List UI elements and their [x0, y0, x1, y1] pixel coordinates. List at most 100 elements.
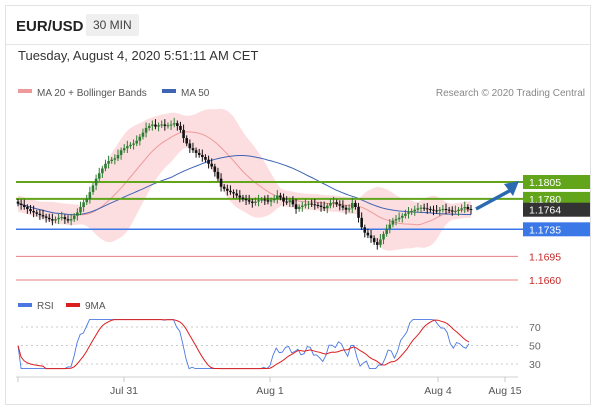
candle-body — [41, 215, 45, 217]
candle-body — [375, 242, 379, 245]
candle-body — [179, 125, 182, 130]
candle — [388, 219, 392, 234]
candle-body — [269, 200, 273, 202]
candle-body — [385, 228, 388, 235]
candle — [457, 207, 460, 216]
candle-body — [194, 150, 198, 153]
candle — [129, 142, 132, 149]
candle — [385, 224, 388, 237]
candle-body — [222, 186, 226, 189]
candle-body — [394, 219, 398, 221]
rsi-legend: RSI 9MA — [18, 301, 106, 312]
candle-body — [419, 207, 423, 209]
candle-body — [322, 207, 326, 209]
candle — [304, 198, 307, 209]
research-credit: Research © 2020 Trading Central — [436, 88, 585, 99]
candle-body — [260, 199, 263, 201]
candle — [26, 204, 29, 214]
candle-body — [429, 209, 432, 211]
candle-body — [432, 209, 435, 211]
candle-body — [254, 201, 257, 203]
forecast-arrow — [475, 181, 519, 211]
candle — [247, 194, 251, 205]
candle — [163, 119, 167, 131]
x-axis-ticks: Jul 31 Aug 1 Aug 4 Aug 15 — [17, 377, 522, 397]
candle — [113, 154, 117, 165]
candle-body — [57, 217, 60, 220]
candle — [126, 140, 129, 153]
candle-body — [219, 178, 223, 187]
candle-body — [319, 205, 323, 208]
candle — [32, 205, 35, 218]
level-label-1-1805: 1.1805 — [529, 177, 561, 189]
candle-body — [119, 150, 123, 155]
candle-body — [263, 199, 267, 201]
candle — [229, 185, 232, 195]
ma50-legend-swatch — [162, 89, 176, 93]
candle-body — [297, 207, 301, 210]
candle-body — [191, 148, 195, 151]
candle — [382, 231, 385, 245]
candle — [76, 208, 79, 221]
candle-body — [441, 209, 445, 211]
candle — [276, 190, 279, 204]
candle — [413, 205, 417, 216]
candle — [325, 202, 329, 214]
candle — [35, 209, 39, 217]
candle — [151, 120, 154, 131]
candle-body — [460, 208, 463, 210]
candle-body — [391, 220, 395, 225]
candle-body — [382, 234, 385, 240]
candle — [341, 200, 345, 211]
candle — [329, 198, 332, 209]
candle-body — [304, 204, 307, 206]
candle-body — [201, 154, 204, 157]
candle-body — [341, 205, 345, 208]
candle-body — [372, 238, 376, 243]
candle — [44, 213, 48, 223]
ma9-legend-swatch — [66, 303, 80, 307]
candle — [297, 204, 301, 212]
candle-body — [410, 211, 413, 213]
candle — [425, 202, 429, 214]
candle-body — [94, 178, 98, 186]
candle-body — [463, 207, 467, 209]
x-tick-label: Jul 31 — [110, 385, 138, 397]
bollinger-bands — [18, 108, 471, 251]
timeframe-badge[interactable]: 30 MIN — [86, 14, 139, 36]
candle-body — [16, 201, 20, 204]
candle-body — [241, 197, 245, 199]
candle — [316, 202, 320, 209]
level-label-bg-1-1735 — [523, 222, 590, 237]
candle — [204, 154, 207, 163]
rsi-gridlines: 70 50 30 — [21, 322, 541, 371]
candle-body — [116, 154, 120, 159]
candle — [429, 206, 432, 213]
candle-body — [154, 124, 157, 127]
candle — [219, 173, 223, 192]
candle — [60, 211, 64, 221]
rsi-ma-line — [17, 319, 470, 370]
candle — [235, 189, 238, 199]
candle — [291, 196, 295, 208]
candle — [179, 121, 182, 133]
candle — [216, 167, 220, 182]
candle — [319, 201, 323, 212]
candle-body — [182, 129, 185, 139]
candle — [391, 217, 395, 228]
candlesticks — [16, 117, 473, 250]
candle — [394, 215, 398, 226]
candle — [222, 184, 226, 192]
price-chart: MA 20 + Bollinger Bands MA 50 Research ©… — [16, 88, 590, 397]
candle — [160, 120, 164, 128]
forecast-arrow-shaft — [475, 188, 512, 211]
candle — [372, 235, 376, 245]
candle — [97, 167, 101, 182]
candle-body — [235, 193, 238, 196]
candle-body — [325, 205, 329, 209]
candle-body — [213, 166, 217, 172]
candle — [441, 204, 445, 213]
candle — [72, 213, 76, 222]
candle-body — [316, 204, 320, 206]
